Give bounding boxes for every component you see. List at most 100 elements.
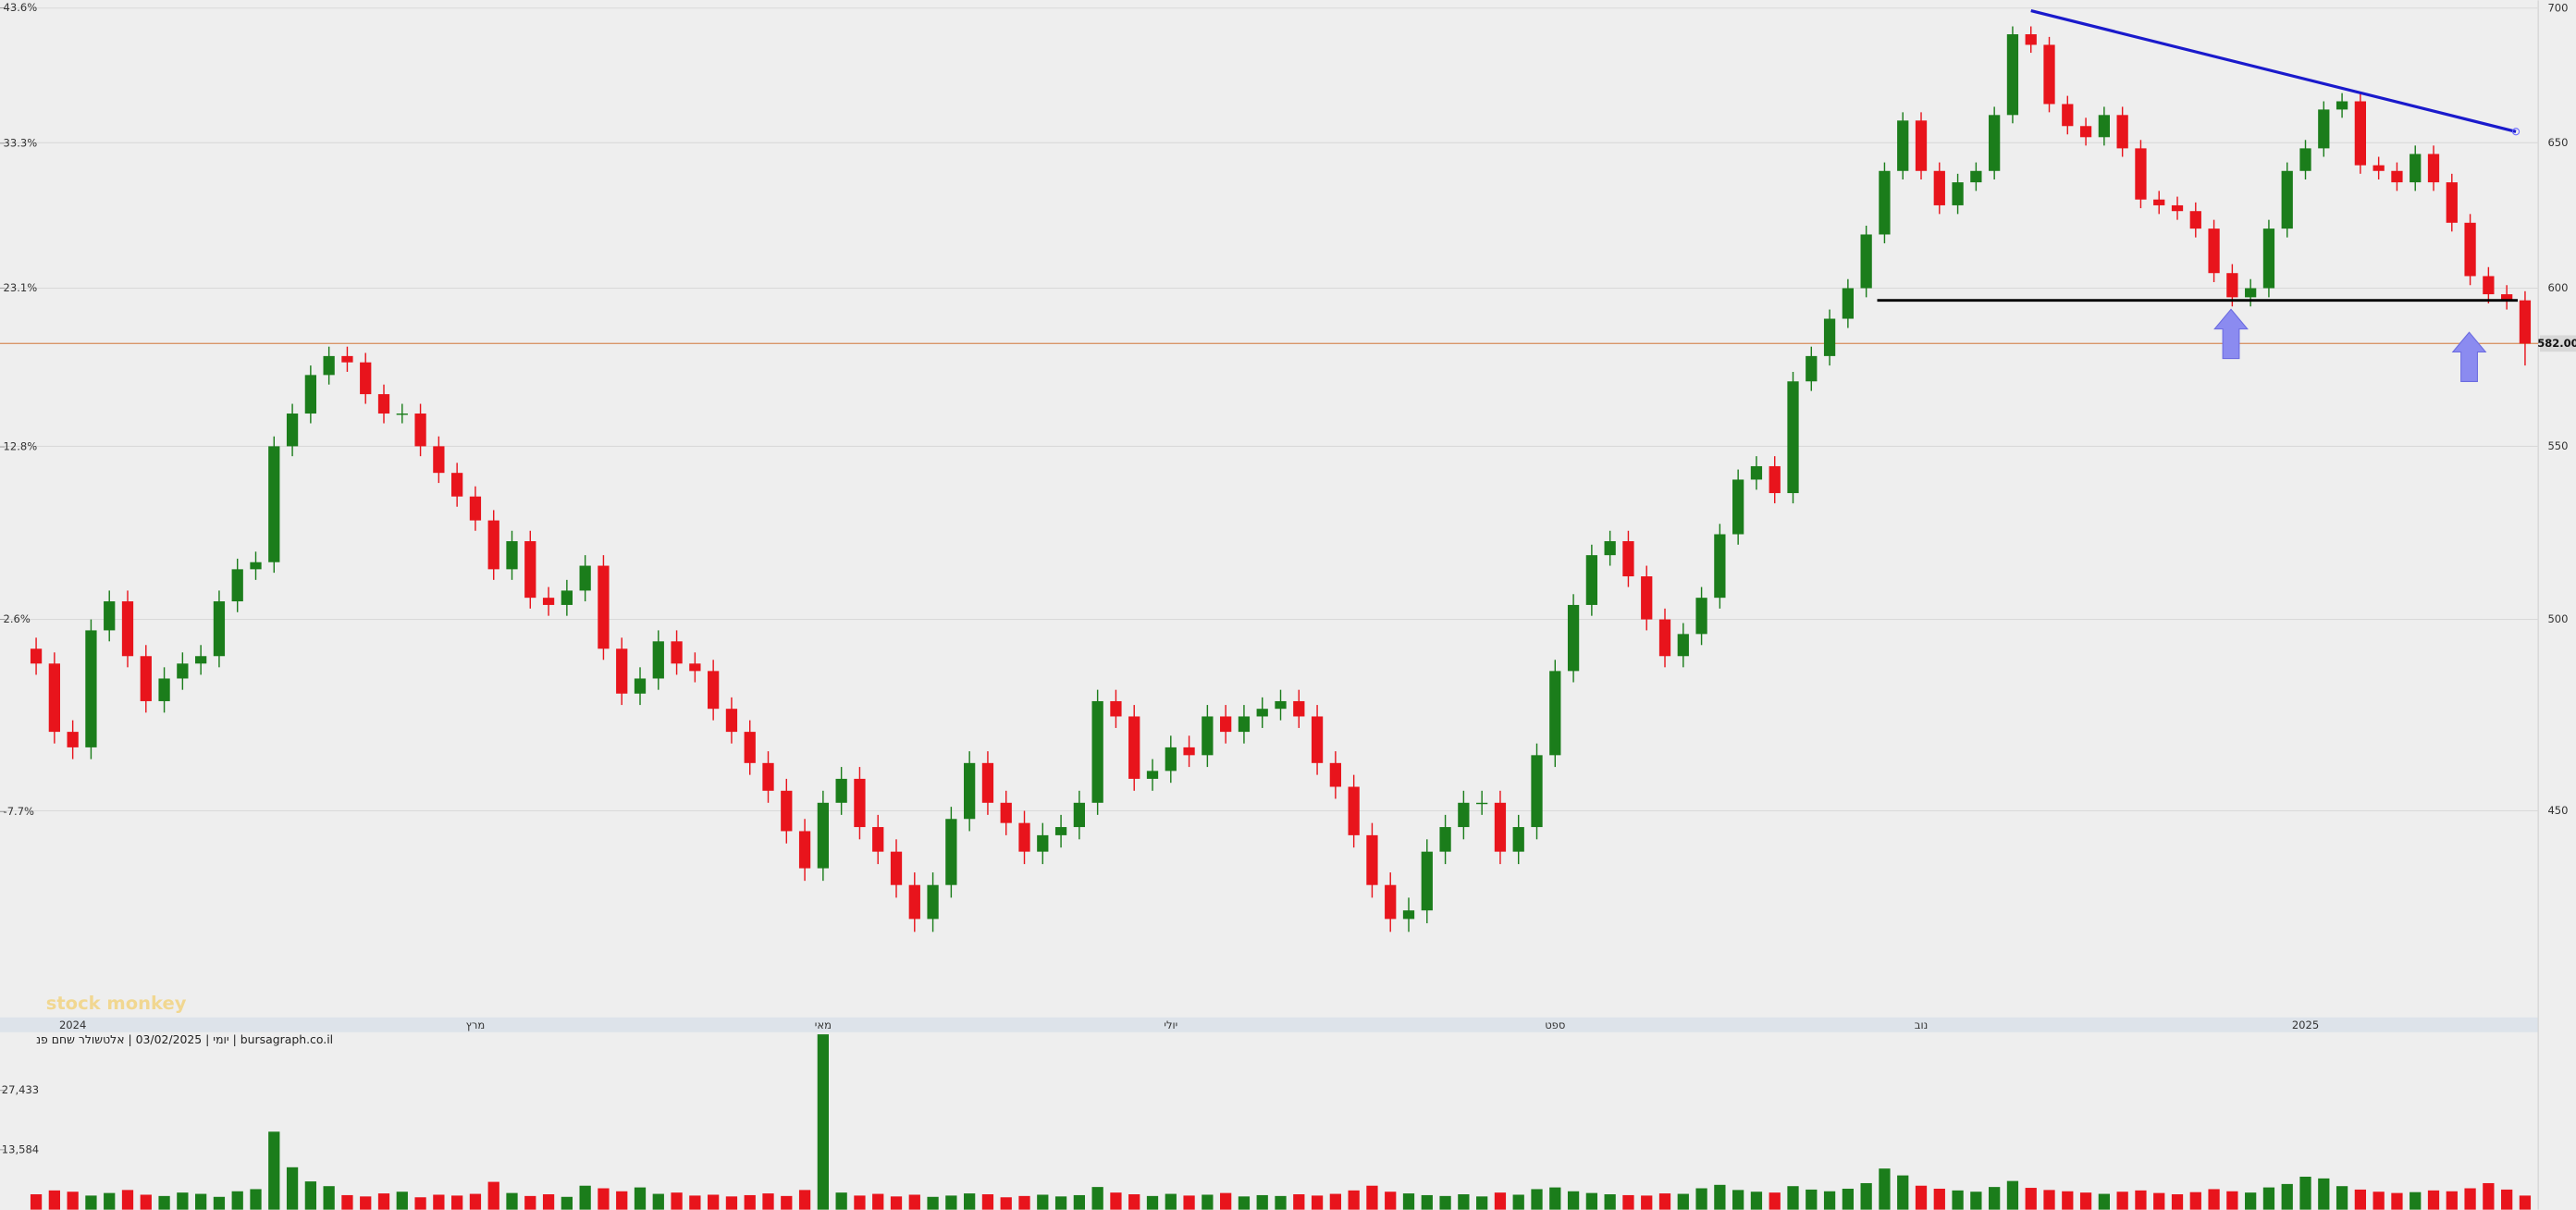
volume-bar xyxy=(890,1196,903,1210)
volume-bar xyxy=(1073,1194,1085,1210)
candle-body xyxy=(872,827,884,852)
x-tick-label: 2025 xyxy=(2292,1019,2319,1031)
volume-bar xyxy=(1823,1191,1836,1210)
volume-bar xyxy=(2410,1191,2422,1210)
volume-bar xyxy=(1256,1194,1268,1210)
candle-body xyxy=(1402,910,1415,920)
volume-bar xyxy=(1531,1189,1543,1210)
volume-bar xyxy=(304,1181,316,1210)
volume-bar xyxy=(1275,1195,1287,1210)
candle-body xyxy=(48,663,60,733)
y-tick-label: 450 xyxy=(2547,804,2568,817)
candle-body xyxy=(1275,700,1287,710)
candle-body xyxy=(1311,716,1324,763)
candle-body xyxy=(671,641,683,664)
candle-body xyxy=(1695,598,1707,635)
volume-bar xyxy=(2171,1194,2184,1210)
candle-body xyxy=(1897,120,1909,171)
candle-body xyxy=(835,778,847,803)
candle-body xyxy=(762,762,774,791)
volume-bar xyxy=(2135,1190,2147,1210)
volume-bar xyxy=(981,1194,994,1210)
volume-bar xyxy=(1604,1194,1616,1210)
volume-bar xyxy=(1641,1195,1653,1210)
volume-bar xyxy=(48,1190,60,1210)
candle-body xyxy=(2062,104,2074,127)
y-tick-label: 650 xyxy=(2547,136,2568,149)
candle-body xyxy=(250,562,262,570)
volume-bar xyxy=(1658,1193,1671,1210)
candle-body xyxy=(231,569,243,602)
candle-body xyxy=(2373,165,2385,171)
candle-body xyxy=(616,648,628,694)
candle-body xyxy=(2153,199,2165,205)
candle-body xyxy=(1585,555,1597,605)
volume-bar xyxy=(579,1185,591,1210)
volume-bar xyxy=(1677,1193,1689,1210)
candle-body xyxy=(1842,288,1854,319)
volume-bar xyxy=(1146,1195,1159,1210)
volume-bar xyxy=(2226,1191,2238,1210)
x-tick-label: נוב xyxy=(1915,1019,1928,1031)
volume-bar xyxy=(360,1196,372,1210)
volume-bar xyxy=(2299,1177,2311,1210)
volume-bar xyxy=(1879,1168,1891,1210)
candle-body xyxy=(1238,716,1251,733)
candle-body xyxy=(1677,634,1689,657)
x-tick-label: 2024 xyxy=(59,1019,86,1031)
volume-bar xyxy=(2079,1192,2092,1210)
volume-bar xyxy=(1732,1190,1744,1210)
volume-bar xyxy=(817,1034,829,1210)
volume-bar xyxy=(2373,1191,2385,1210)
candle-body xyxy=(2006,34,2019,116)
y2-tick-label: 33.3% xyxy=(4,136,38,149)
candle-body xyxy=(1641,576,1653,620)
arrow xyxy=(2451,331,2487,382)
candle-body xyxy=(2299,148,2311,171)
volume-tick-label: 13,584 xyxy=(2,1142,39,1155)
volume-bar xyxy=(2354,1189,2367,1210)
volume-bar xyxy=(1311,1195,1324,1210)
volume-bar xyxy=(67,1191,79,1210)
candle-body xyxy=(140,656,152,701)
candle-body xyxy=(1165,747,1177,772)
candle-body xyxy=(1293,700,1305,717)
volume-bar xyxy=(854,1195,866,1210)
candle-body xyxy=(1220,716,1232,733)
candle-body xyxy=(1202,716,1214,756)
volume-bar xyxy=(708,1194,720,1210)
volume-bar xyxy=(1238,1196,1251,1210)
volume-bar xyxy=(542,1194,555,1210)
volume-bar xyxy=(725,1196,738,1210)
volume-bar xyxy=(1915,1185,1928,1210)
volume-bar xyxy=(1806,1189,1818,1210)
volume-bar xyxy=(1220,1192,1232,1210)
volume-bar xyxy=(433,1194,445,1210)
candle-body xyxy=(360,362,372,395)
volume-bar xyxy=(1293,1194,1305,1210)
x-axis-strip xyxy=(0,1017,2539,1032)
y2-tick-label: 12.8% xyxy=(4,440,38,453)
volume-bar xyxy=(671,1192,683,1210)
y2-tick-label: 43.6% xyxy=(4,1,38,14)
candle-body xyxy=(890,851,903,885)
candle-body xyxy=(725,709,738,733)
volume-bar xyxy=(1989,1187,2001,1210)
candle-body xyxy=(908,884,920,920)
candle-body xyxy=(2171,204,2184,212)
candle-body xyxy=(1037,834,1049,852)
x-tick-label: מרץ xyxy=(466,1019,486,1031)
volume-bar xyxy=(1714,1184,1726,1210)
volume-bar xyxy=(85,1195,97,1210)
volume-bar xyxy=(2116,1191,2128,1210)
candle-body xyxy=(2354,101,2367,166)
volume-bar xyxy=(1750,1191,1763,1210)
volume-bar xyxy=(1842,1188,1854,1210)
candle-body xyxy=(1018,822,1030,852)
volume-bar xyxy=(1585,1192,1597,1210)
volume-bar xyxy=(616,1191,628,1210)
volume-bar xyxy=(652,1193,664,1210)
volume-bar xyxy=(2281,1183,2293,1210)
candle-body xyxy=(506,541,518,570)
candle-body xyxy=(414,414,426,447)
